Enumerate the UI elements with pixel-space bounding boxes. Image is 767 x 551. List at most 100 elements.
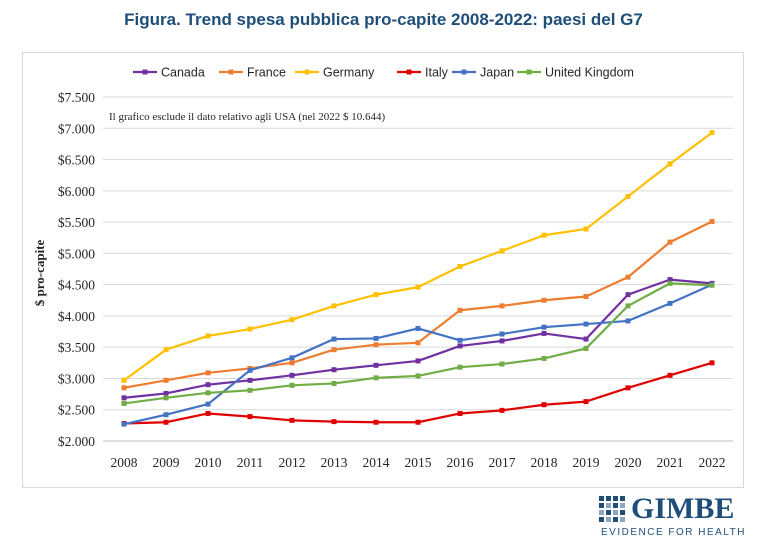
legend-item-france: France (219, 66, 286, 80)
data-point (415, 373, 421, 379)
data-point (541, 330, 547, 336)
data-point (163, 395, 169, 401)
data-point (709, 130, 715, 136)
data-point (457, 410, 463, 416)
data-point (247, 414, 253, 420)
legend-label: Italy (425, 66, 449, 80)
data-point (457, 343, 463, 349)
data-point (289, 417, 295, 423)
data-point (205, 333, 211, 339)
data-point (541, 324, 547, 330)
data-point (163, 390, 169, 396)
data-point (331, 347, 337, 353)
legend-label: Japan (480, 66, 514, 80)
legend-label: Germany (323, 66, 375, 80)
figure-title: Figura. Trend spesa pubblica pro-capite … (124, 10, 643, 29)
data-point (415, 340, 421, 346)
data-point (499, 338, 505, 344)
y-tick-label: $7.500 (58, 90, 95, 105)
x-tick-label: 2022 (699, 455, 726, 470)
legend-marker (406, 69, 412, 75)
data-point (247, 387, 253, 393)
data-point (163, 412, 169, 418)
data-point (373, 335, 379, 341)
data-point (667, 372, 673, 378)
data-point (289, 317, 295, 323)
data-point (583, 294, 589, 300)
x-tick-label: 2021 (657, 455, 684, 470)
data-point (541, 402, 547, 408)
data-point (289, 372, 295, 378)
data-point (163, 419, 169, 425)
legend-marker (142, 69, 148, 75)
data-point (541, 297, 547, 303)
x-tick-label: 2012 (279, 455, 306, 470)
data-point (499, 248, 505, 254)
legend-marker (461, 69, 467, 75)
series-canada (121, 277, 715, 401)
data-point (457, 337, 463, 343)
x-tick-label: 2020 (615, 455, 642, 470)
logo-wordmark: GIMBE (631, 492, 735, 525)
data-point (331, 303, 337, 309)
y-tick-label: $7.000 (58, 121, 95, 136)
y-tick-label: $5.500 (58, 215, 95, 230)
data-point (625, 193, 631, 199)
data-point (247, 367, 253, 373)
legend-marker (304, 69, 310, 75)
data-point (373, 342, 379, 348)
series-line-canada (123, 278, 713, 399)
x-tick-label: 2015 (405, 455, 432, 470)
data-point (205, 370, 211, 376)
data-point (457, 364, 463, 370)
series-lines (121, 130, 715, 427)
y-tick-label: $3.000 (58, 371, 95, 386)
y-tick-label: $2.000 (58, 434, 95, 449)
legend-item-canada: Canada (133, 66, 205, 80)
data-point (415, 284, 421, 290)
gimbe-logo-mark-icon (599, 496, 625, 522)
x-tick-labels: 2008 2009 2010 2011 2012 2013 2014 2015 2016 2017… (111, 455, 726, 470)
legend-label: Canada (161, 66, 205, 80)
legend-item-japan: Japan (452, 66, 514, 80)
series-line-japan (123, 283, 713, 426)
y-axis-label: $ pro-capite (32, 239, 47, 306)
data-point (331, 419, 337, 425)
x-tick-label: 2016 (447, 455, 474, 470)
data-point (583, 226, 589, 232)
y-tick-label: $6.500 (58, 153, 95, 168)
data-point (205, 382, 211, 388)
data-point (457, 307, 463, 313)
data-point (667, 277, 673, 283)
legend-label: United Kingdom (545, 66, 634, 80)
data-point (625, 303, 631, 309)
y-tick-label: $6.000 (58, 184, 95, 199)
data-point (541, 355, 547, 361)
data-point (121, 385, 127, 391)
data-point (289, 382, 295, 388)
data-point (205, 390, 211, 396)
data-point (667, 300, 673, 306)
data-point (583, 345, 589, 351)
data-point (331, 367, 337, 373)
data-point (415, 419, 421, 425)
legend-item-italy: Italy (397, 66, 449, 80)
data-point (499, 407, 505, 413)
data-point (625, 385, 631, 391)
data-point (121, 421, 127, 427)
data-point (415, 325, 421, 331)
legend-marker (526, 69, 532, 75)
y-tick-label: $2.500 (58, 403, 95, 418)
y-tick-label: $3.500 (58, 340, 95, 355)
data-point (667, 161, 673, 167)
series-germany (121, 130, 715, 383)
y-tick-label: $5.000 (58, 246, 95, 261)
gridlines (103, 96, 733, 442)
logo-tagline: EVIDENCE FOR HEALTH (601, 527, 746, 538)
y-tick-labels: $2.000 $2.500 $3.000 $3.500 $4.000 $4.500 $5.0… (58, 90, 95, 449)
gimbe-logo: GIMBE EVIDENCE FOR HEALTH (599, 492, 749, 544)
data-point (499, 303, 505, 309)
data-point (163, 377, 169, 383)
data-point (373, 419, 379, 425)
data-point (289, 360, 295, 366)
